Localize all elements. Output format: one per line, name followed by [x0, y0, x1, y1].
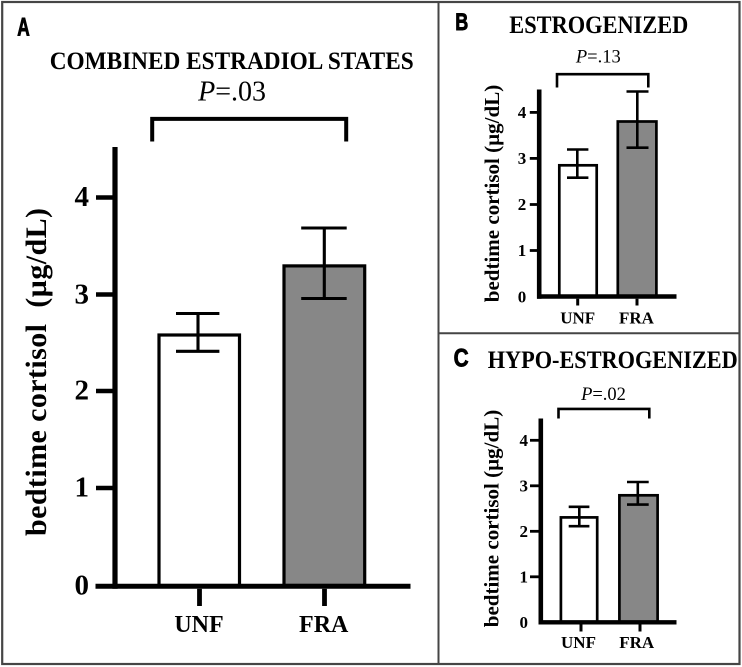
svg-text:P=.13: P=.13: [575, 48, 621, 68]
svg-text:3: 3: [518, 149, 527, 168]
svg-text:HYPO-ESTROGENIZED: HYPO-ESTROGENIZED: [488, 347, 738, 374]
svg-text:COMBINED ESTRADIOL STATES: COMBINED ESTRADIOL STATES: [50, 48, 414, 75]
svg-text:3: 3: [520, 477, 529, 496]
svg-text:bedtime cortisol (µg/dL): bedtime cortisol (µg/dL): [480, 410, 504, 627]
svg-text:0: 0: [75, 570, 90, 602]
svg-text:UNF: UNF: [560, 309, 595, 328]
svg-text:bedtime cortisol (µg/dL): bedtime cortisol (µg/dL): [480, 85, 504, 302]
svg-text:4: 4: [75, 181, 90, 213]
svg-text:1: 1: [518, 241, 527, 260]
svg-text:C: C: [454, 344, 469, 372]
svg-text:2: 2: [518, 195, 527, 214]
svg-text:bedtime cortisol (µg/dL): bedtime cortisol (µg/dL): [20, 208, 53, 536]
svg-text:4: 4: [518, 103, 527, 122]
svg-text:A: A: [17, 14, 30, 42]
svg-text:2: 2: [520, 522, 529, 541]
svg-text:2: 2: [75, 375, 90, 407]
svg-text:FRA: FRA: [619, 309, 655, 328]
svg-text:1: 1: [520, 568, 529, 587]
svg-text:0: 0: [520, 613, 529, 632]
svg-text:UNF: UNF: [561, 633, 596, 652]
svg-text:3: 3: [75, 279, 90, 311]
svg-text:P=.03: P=.03: [197, 76, 266, 107]
svg-text:B: B: [455, 9, 468, 36]
svg-text:1: 1: [75, 472, 90, 504]
svg-text:4: 4: [520, 431, 529, 450]
svg-text:ESTROGENIZED: ESTROGENIZED: [509, 12, 688, 39]
svg-text:FRA: FRA: [619, 633, 655, 652]
svg-text:UNF: UNF: [174, 612, 223, 638]
svg-text:FRA: FRA: [299, 612, 349, 638]
svg-text:0: 0: [518, 287, 527, 306]
svg-text:P=.02: P=.02: [580, 385, 626, 405]
